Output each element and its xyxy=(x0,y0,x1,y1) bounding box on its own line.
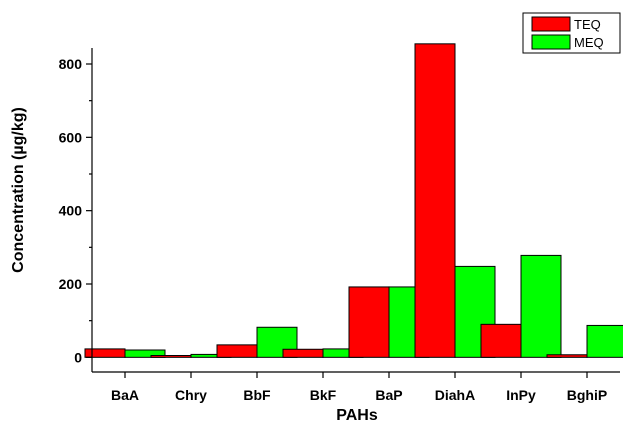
x-tick-label-bkf: BkF xyxy=(310,387,337,403)
legend-label-meq: MEQ xyxy=(574,35,604,50)
bar-teq-inpy xyxy=(480,323,522,358)
x-tick-label-diaha: DiahA xyxy=(435,387,475,403)
y-tick-label-400: 400 xyxy=(59,203,83,219)
x-tick-label-chry: Chry xyxy=(175,387,207,403)
y-tick-label-200: 200 xyxy=(59,276,83,292)
y-tick-label-600: 600 xyxy=(59,129,83,145)
legend-label-teq: TEQ xyxy=(574,17,601,32)
legend: TEQ MEQ xyxy=(522,12,621,54)
bar-teq-diaha xyxy=(414,43,456,358)
bar-meq-baa xyxy=(124,349,166,358)
axes-group xyxy=(91,48,620,373)
x-axis-title: PAHs xyxy=(336,407,378,424)
bar-meq-bghip xyxy=(586,324,623,358)
x-tick-label-baa: BaA xyxy=(111,387,139,403)
y-tick-label-800: 800 xyxy=(59,56,83,72)
bar-teq-bap xyxy=(348,286,390,358)
bar-teq-bghip xyxy=(546,354,588,358)
bar-teq-chry xyxy=(150,355,192,358)
y-axis-title: Concentration (µg/kg) xyxy=(10,107,27,273)
ticks-group: BaA Chry BbF BkF BaP DiahA InPy BghiP 0 200 400 600… xyxy=(59,56,608,403)
legend-swatch-teq xyxy=(531,16,571,32)
x-tick-label-bghip: BghiP xyxy=(567,387,607,403)
x-tick-label-bbf: BbF xyxy=(243,387,271,403)
x-tick-label-bap: BaP xyxy=(375,387,402,403)
bar-teq-baa xyxy=(84,348,126,358)
bar-meq-inpy xyxy=(520,254,562,358)
x-tick-label-inpy: InPy xyxy=(506,387,536,403)
bar-teq-bkf xyxy=(282,348,324,358)
y-tick-label-0: 0 xyxy=(74,349,82,365)
bar-teq-bbf xyxy=(216,344,258,358)
bars-group xyxy=(84,43,623,358)
legend-swatch-meq xyxy=(531,34,571,50)
